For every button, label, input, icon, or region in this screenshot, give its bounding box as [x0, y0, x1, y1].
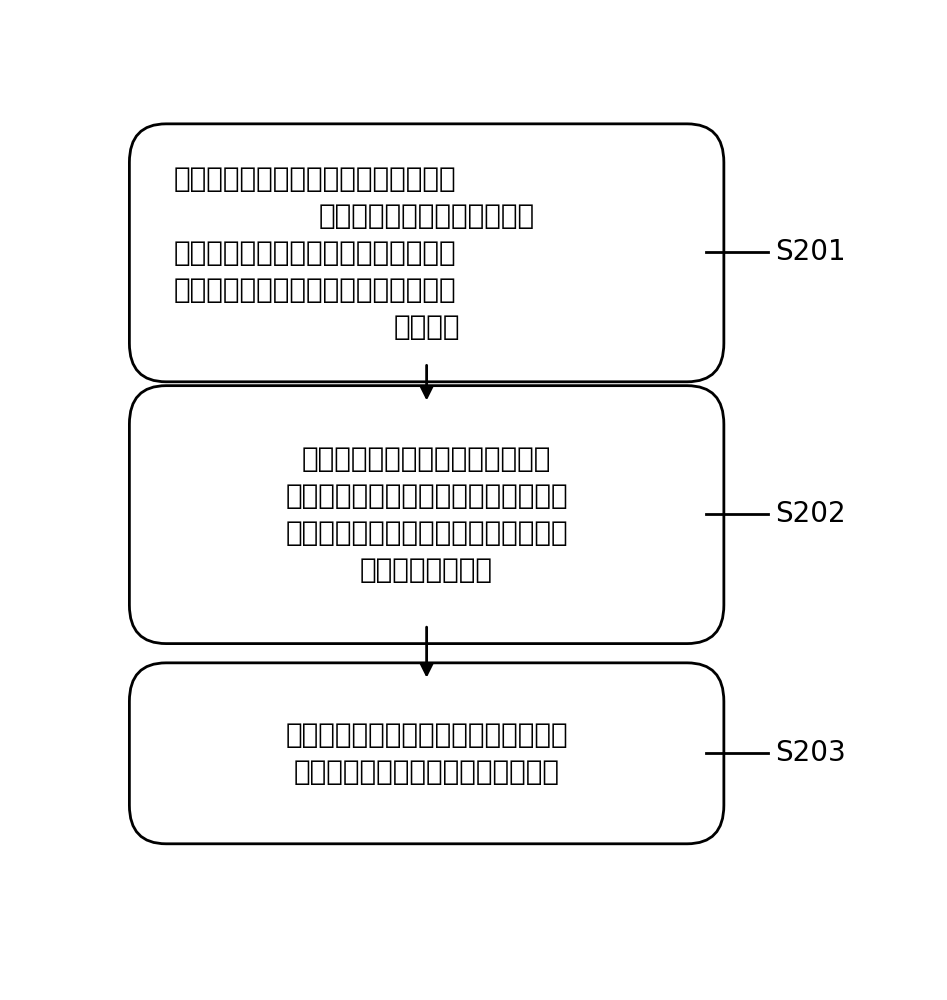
- Text: 以及代表第二矫治阶段的牙齿矫治状态: 以及代表第二矫治阶段的牙齿矫治状态: [173, 239, 456, 267]
- Text: 第一矫治阶段位于所述矫治阶段区分点: 第一矫治阶段位于所述矫治阶段区分点: [285, 482, 568, 510]
- FancyBboxPatch shape: [130, 663, 724, 844]
- Text: S201: S201: [776, 238, 846, 266]
- Text: 之前，而所述第二矫治阶段位于所述矫: 之前，而所述第二矫治阶段位于所述矫: [285, 519, 568, 547]
- Text: 确定一矫治阶段区分点，其中所述: 确定一矫治阶段区分点，其中所述: [302, 445, 551, 473]
- Text: 根据一系列牙齿数字数据模型通过快速: 根据一系列牙齿数字数据模型通过快速: [285, 721, 568, 749]
- Text: S202: S202: [776, 500, 846, 528]
- Text: S203: S203: [776, 739, 846, 767]
- Text: 数据模型: 数据模型: [393, 313, 460, 341]
- Text: 治阶段区分点之后: 治阶段区分点之后: [360, 556, 493, 584]
- FancyBboxPatch shape: [130, 124, 724, 382]
- FancyBboxPatch shape: [130, 386, 724, 644]
- Text: 成型处理直接制造一系列牙齿矫治器: 成型处理直接制造一系列牙齿矫治器: [294, 758, 560, 786]
- Text: 的第二牙齿数字数据模型的一系列数字: 的第二牙齿数字数据模型的一系列数字: [173, 276, 456, 304]
- Text: 状态的第一牙齿数字数据模型: 状态的第一牙齿数字数据模型: [318, 202, 535, 230]
- Text: 获取包括代表第一矫治阶段的牙齿矫治: 获取包括代表第一矫治阶段的牙齿矫治: [173, 165, 456, 193]
